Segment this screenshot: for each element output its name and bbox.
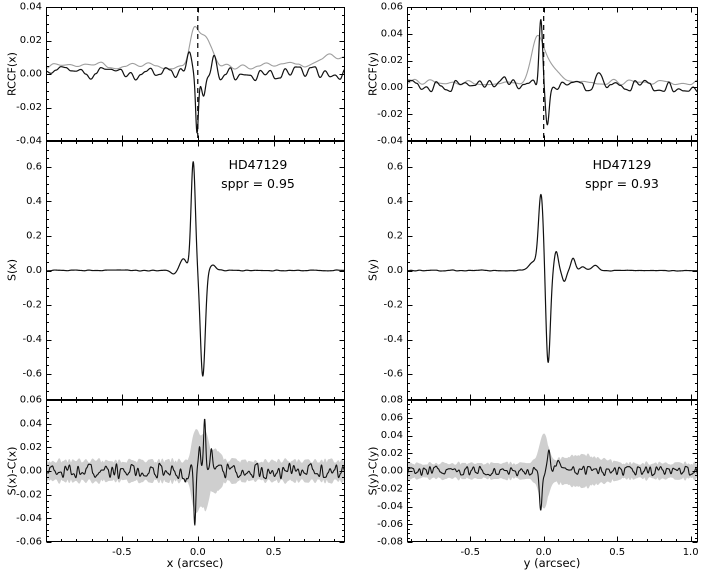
annotation-star-name: HD47129 <box>592 157 652 172</box>
annotation-right: HD47129 sppr = 0.93 <box>585 155 659 193</box>
annotation-left: HD47129 sppr = 0.95 <box>221 155 295 193</box>
ylabel-rccf-x: RCCF(x) <box>5 52 19 96</box>
xlabel-y-arcsec: y (arcsec) <box>523 556 581 570</box>
ylabel-sx-cx: S(x)-C(x) <box>5 446 19 496</box>
ylabel-s-y: S(y) <box>366 258 380 282</box>
annotation-star-name: HD47129 <box>228 157 288 172</box>
ylabel-sy-cy: S(y)-C(y) <box>366 446 380 496</box>
annotation-sppr-x: sppr = 0.95 <box>221 176 295 191</box>
ylabel-rccf-y: RCCF(y) <box>366 52 380 96</box>
ylabel-s-x: S(x) <box>5 258 19 282</box>
xlabel-x-arcsec: x (arcsec) <box>166 556 224 570</box>
annotation-sppr-y: sppr = 0.93 <box>585 176 659 191</box>
